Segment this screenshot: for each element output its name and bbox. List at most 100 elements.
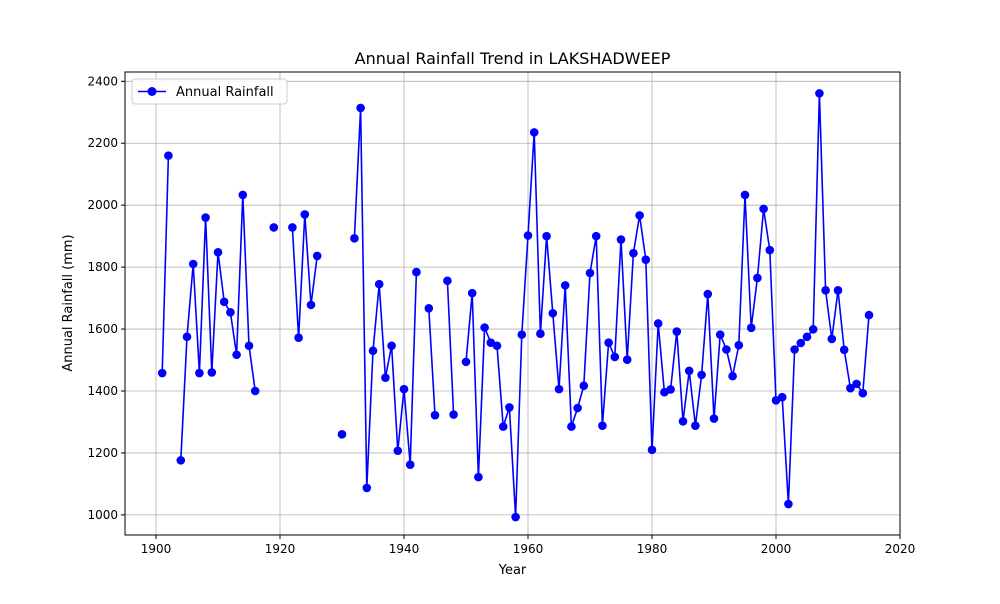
data-point	[536, 329, 545, 339]
data-point	[579, 381, 589, 391]
data-point	[759, 204, 768, 214]
data-point	[312, 251, 322, 261]
data-point	[443, 276, 452, 286]
y-tick-label: 1000	[87, 508, 118, 522]
data-point	[833, 286, 843, 295]
data-point	[480, 323, 489, 332]
data-point	[753, 273, 762, 283]
x-tick-label: 1960	[513, 542, 544, 556]
data-point	[815, 89, 824, 98]
data-point	[300, 210, 310, 219]
data-point	[176, 456, 186, 465]
data-point	[195, 368, 204, 378]
data-point	[827, 334, 837, 344]
data-point	[790, 345, 799, 354]
legend-box	[131, 78, 288, 105]
data-point	[393, 446, 403, 456]
data-point	[635, 211, 644, 220]
data-point	[610, 352, 620, 362]
chart-title: Annual Rainfall Trend in LAKSHADWEEP	[355, 49, 671, 68]
data-point	[498, 422, 508, 431]
data-point	[777, 392, 787, 402]
y-tick-label: 2000	[87, 198, 118, 212]
data-point	[467, 288, 477, 298]
data-point	[529, 128, 539, 137]
data-point	[585, 268, 595, 278]
data-point	[306, 300, 316, 310]
legend: Annual Rainfall	[131, 78, 288, 105]
data-point	[864, 310, 874, 320]
y-tick-label: 1200	[87, 446, 118, 460]
data-point	[250, 386, 260, 396]
data-point	[294, 333, 303, 343]
data-point	[573, 403, 582, 413]
data-point	[567, 422, 576, 431]
axes-frame	[124, 71, 901, 536]
data-point	[666, 385, 675, 394]
x-tick-label: 2000	[761, 542, 792, 556]
data-point	[821, 286, 830, 295]
data-point	[337, 430, 347, 439]
data-point	[164, 151, 173, 160]
data-point	[232, 350, 241, 360]
data-point	[288, 223, 297, 232]
data-point	[678, 417, 688, 426]
data-point	[405, 460, 415, 470]
data-point	[554, 384, 564, 394]
data-point	[350, 234, 359, 243]
y-tick-label: 2200	[87, 136, 118, 150]
data-point	[796, 338, 806, 348]
y-tick-label: 1400	[87, 384, 118, 398]
data-point	[362, 483, 372, 493]
data-point	[424, 304, 434, 313]
data-point	[653, 319, 663, 328]
data-point	[604, 338, 613, 347]
data-point	[703, 289, 713, 299]
data-point	[808, 325, 818, 334]
data-point	[430, 410, 440, 420]
data-point	[740, 190, 750, 200]
data-point	[548, 308, 558, 318]
data-point	[728, 371, 737, 381]
data-point	[238, 190, 248, 200]
data-point	[201, 213, 210, 222]
series-layer	[157, 89, 874, 522]
data-point	[511, 512, 520, 522]
data-point	[802, 332, 812, 342]
data-point	[684, 366, 694, 376]
data-point	[784, 499, 793, 509]
data-point	[839, 345, 849, 355]
data-point	[461, 357, 471, 367]
data-point	[542, 231, 551, 241]
data-point	[374, 279, 384, 289]
data-point	[672, 327, 682, 336]
data-point	[629, 248, 638, 258]
data-point	[381, 373, 390, 382]
x-tick-label: 1920	[265, 542, 296, 556]
data-point	[505, 403, 514, 412]
data-point	[858, 388, 868, 398]
data-point	[641, 255, 651, 264]
data-point	[523, 231, 533, 240]
legend-marker-swatch	[147, 87, 157, 96]
data-point	[591, 231, 601, 241]
x-axis-label: Year	[498, 563, 527, 578]
data-point	[697, 370, 706, 380]
data-point	[387, 341, 396, 351]
data-point	[219, 297, 229, 307]
data-point	[616, 235, 626, 244]
x-tick-label: 1900	[141, 542, 172, 556]
data-point	[188, 259, 198, 269]
data-point	[691, 421, 700, 430]
data-point	[746, 323, 756, 333]
y-tick-label: 1600	[87, 322, 118, 336]
data-point	[474, 472, 483, 482]
data-point	[517, 330, 527, 339]
data-point	[492, 341, 502, 351]
ticks: 1900 1920 1940 1960 1980 2000 2020 1000 1200 1400…	[87, 74, 915, 556]
legend-label: Annual Rainfall	[176, 85, 274, 100]
x-tick-label: 2020	[885, 542, 916, 556]
data-point	[449, 410, 458, 419]
